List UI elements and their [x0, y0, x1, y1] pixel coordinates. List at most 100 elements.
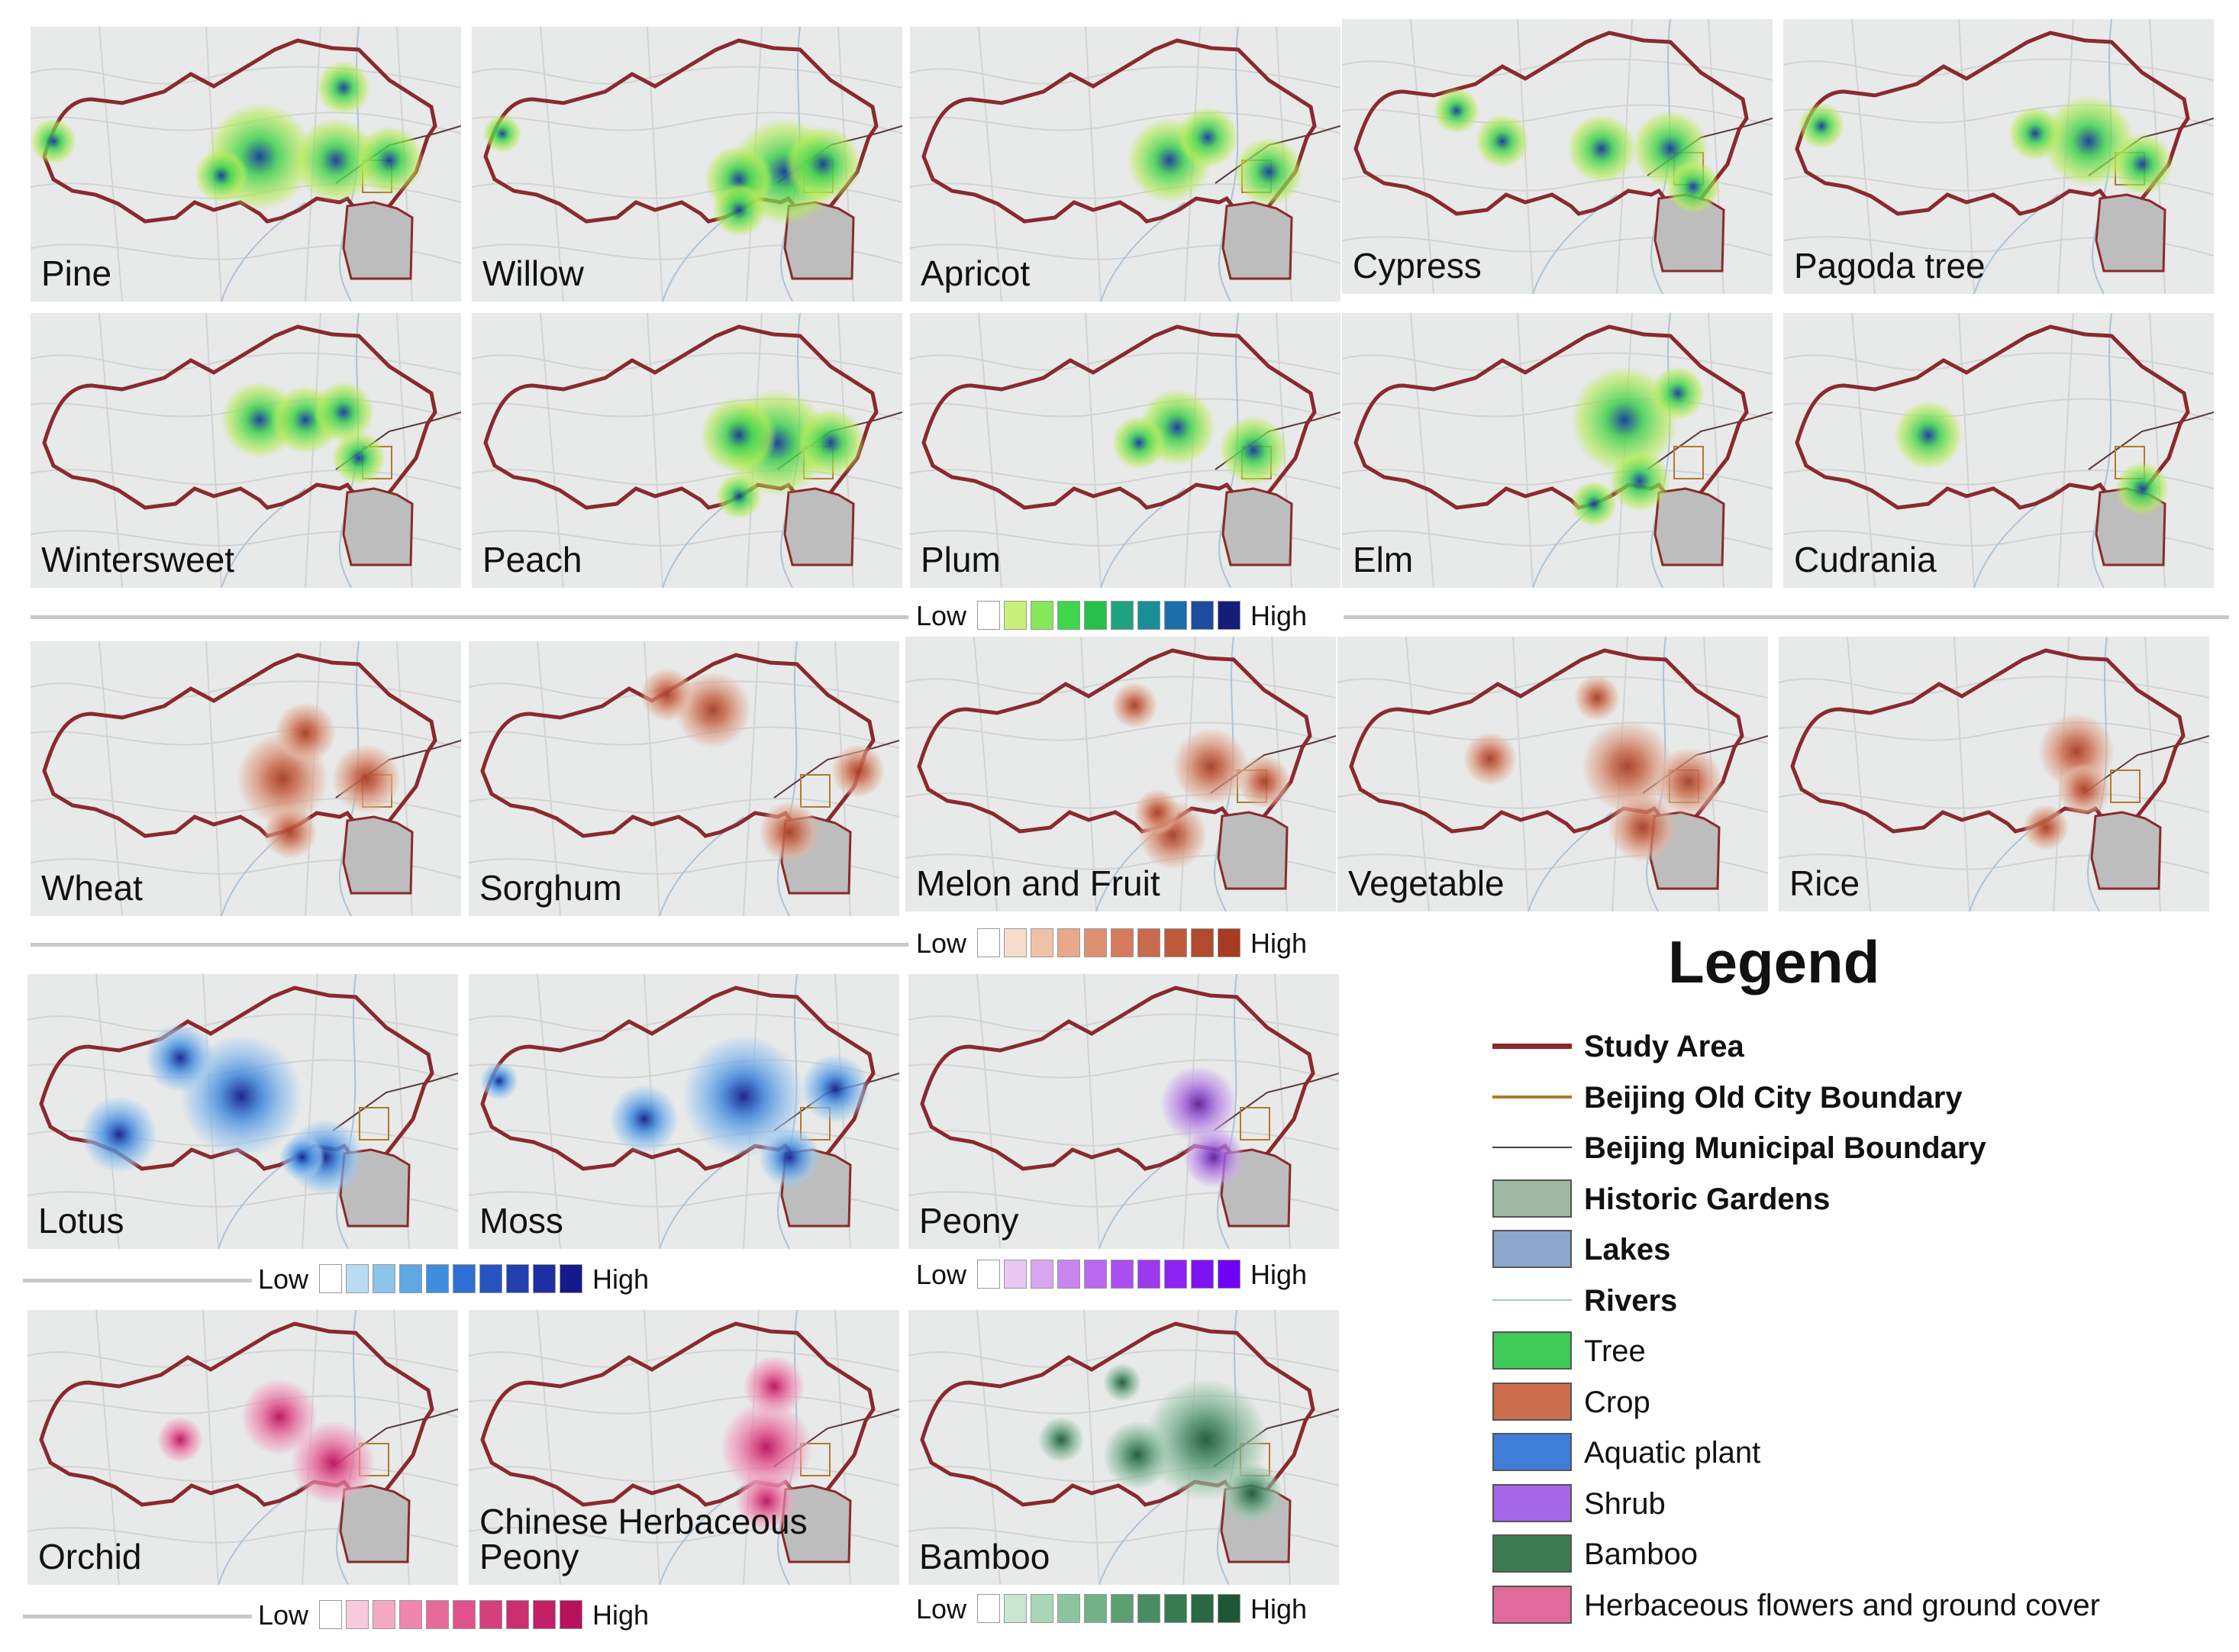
scale-high-label: High	[1250, 928, 1308, 959]
scale-swatch	[506, 1600, 529, 1629]
panel-label: Orchid	[38, 1537, 142, 1576]
map-panel: Wheat	[31, 641, 461, 916]
scale-high-label: High	[592, 1263, 650, 1295]
scale-swatch	[1164, 601, 1187, 630]
density-hotspots	[221, 382, 386, 485]
grey-district	[780, 1484, 852, 1563]
hotspot	[744, 1356, 805, 1417]
hotspot	[263, 805, 317, 859]
study-area-boundary	[1353, 324, 1749, 510]
map-canvas	[908, 974, 1339, 1249]
hotspot	[1219, 416, 1288, 485]
hotspot	[1111, 682, 1157, 728]
scale-swatch	[1057, 1260, 1080, 1289]
study-area-boundary	[921, 38, 1317, 224]
study-area-boundary	[920, 1321, 1315, 1507]
scale-swatch	[1191, 928, 1214, 957]
map-panel: Sorghum	[469, 641, 899, 916]
study-area-boundary	[42, 653, 437, 838]
scale-swatch	[479, 1600, 502, 1629]
grey-district	[1221, 487, 1293, 566]
density-hotspots	[1128, 107, 1303, 206]
panel-label: Rice	[1789, 863, 1860, 903]
density-hotspots	[2023, 713, 2115, 850]
legend-symbol	[1492, 1078, 1572, 1116]
map-panel: Wintersweet	[31, 313, 461, 588]
density-hotspots	[1799, 95, 2173, 195]
study-area-boundary	[39, 986, 434, 1171]
legend-symbol	[1492, 1179, 1572, 1218]
separator-line	[31, 943, 908, 947]
scale-high-label: High	[1250, 1593, 1308, 1625]
density-scale: Low High	[916, 928, 1344, 959]
hotspot	[716, 473, 762, 519]
map-canvas	[1783, 19, 2214, 294]
map-panel: Elm	[1342, 313, 1773, 588]
scale-swatch	[1084, 1594, 1107, 1623]
hotspot	[682, 1035, 805, 1157]
old-city-boundary	[800, 774, 831, 808]
scale-swatch	[1004, 1260, 1027, 1289]
hotspot	[317, 61, 370, 115]
legend-item-label: Aquatic plant	[1584, 1436, 1761, 1470]
study-area-boundary	[42, 324, 437, 510]
hotspot	[294, 118, 378, 202]
scale-swatch	[453, 1264, 476, 1293]
density-hotspots	[1463, 675, 1723, 862]
scale-swatch	[1191, 601, 1214, 630]
scale-swatch	[1031, 928, 1053, 957]
grey-district	[1653, 487, 1725, 566]
panel-label: Lotus	[38, 1201, 124, 1241]
hotspot	[332, 744, 401, 813]
separator-line	[31, 615, 908, 619]
scale-swatch	[426, 1600, 449, 1629]
panel-label: Elm	[1353, 540, 1414, 579]
study-area-boundary	[1353, 31, 1749, 216]
density-hotspots	[701, 389, 865, 519]
density-hotspots	[1112, 389, 1288, 485]
hotspot	[2057, 763, 2111, 816]
map-canvas	[910, 27, 1340, 302]
panel-label: Peach	[482, 540, 582, 579]
density-hotspots	[1111, 682, 1291, 870]
hotspot	[2112, 134, 2173, 195]
hotspot	[712, 183, 766, 237]
scale-swatch	[1004, 928, 1027, 957]
map-panel: Chinese Herbaceous Peony	[469, 1310, 899, 1585]
scale-swatch	[1111, 601, 1134, 630]
legend-symbol	[1492, 1433, 1572, 1471]
study-area-boundary	[483, 38, 879, 224]
scale-swatch	[426, 1264, 449, 1293]
separator-line	[23, 1279, 252, 1283]
panel-label: Bamboo	[919, 1537, 1050, 1576]
legend-item-label: Beijing Municipal Boundary	[1584, 1131, 1986, 1165]
hotspot	[275, 702, 336, 763]
study-area-boundary	[480, 653, 876, 838]
legend-symbol	[1492, 1281, 1572, 1319]
panel-label: Pine	[41, 253, 112, 293]
scale-swatch	[1031, 601, 1053, 630]
map-panel: Willow	[472, 27, 902, 302]
hotspot	[640, 668, 694, 721]
study-area-boundary	[920, 986, 1315, 1171]
legend-item-label: Shrub	[1584, 1486, 1666, 1521]
panel-label: Cudrania	[1794, 540, 1937, 579]
map-panel: Melon and Fruit	[905, 637, 1336, 912]
scale-swatch	[533, 1600, 556, 1629]
density-hotspots	[483, 115, 861, 237]
legend-item-label: Bamboo	[1584, 1537, 1698, 1571]
panel-label: Pagoda tree	[1794, 246, 1986, 286]
scale-swatch	[373, 1264, 395, 1293]
hotspot	[480, 1062, 518, 1100]
hotspot	[1112, 416, 1166, 469]
scale-swatch	[977, 1260, 1000, 1289]
grey-district	[339, 1484, 411, 1563]
scale-low-label: Low	[916, 1259, 967, 1290]
map-panel: Orchid	[27, 1310, 458, 1585]
map-panel: Cypress	[1342, 19, 1773, 294]
grey-district	[2090, 811, 2162, 890]
legend-symbol	[1492, 1382, 1572, 1421]
legend-symbol	[1492, 1534, 1572, 1573]
hotspot	[2023, 805, 2069, 850]
hotspot	[2115, 462, 2169, 515]
